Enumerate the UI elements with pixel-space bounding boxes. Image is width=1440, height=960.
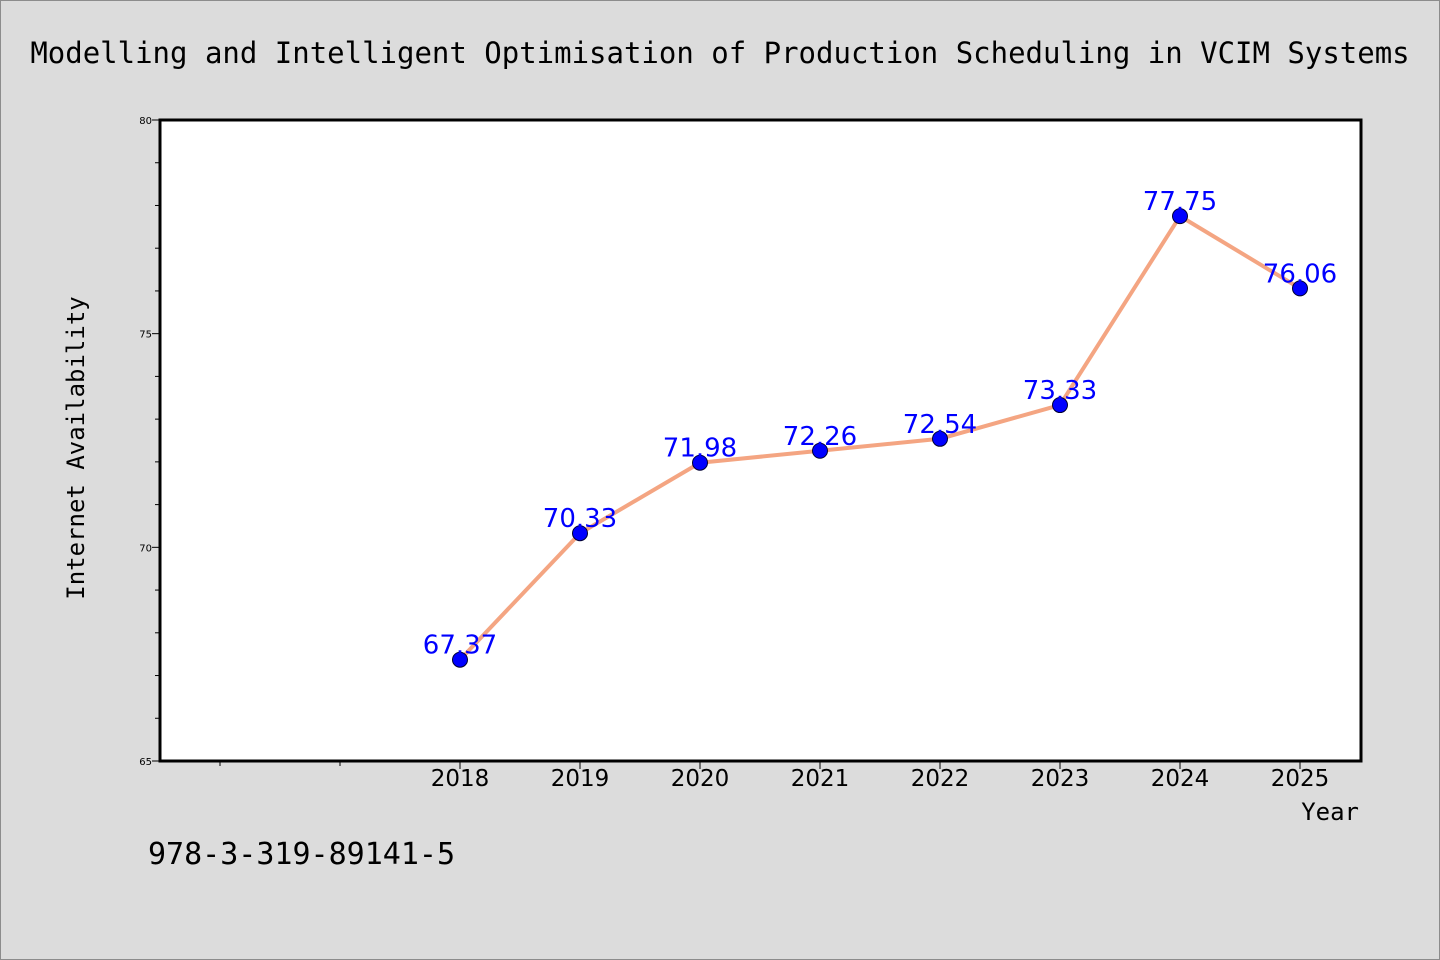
plot-area xyxy=(158,118,1363,763)
data-label: 71.98 xyxy=(663,434,737,464)
data-labels: 67.37 70.33 71.98 72.26 72.54 73.33 77.75 76.06 xyxy=(423,187,1337,661)
x-tick-label: 2020 xyxy=(671,766,730,792)
data-label: 70.33 xyxy=(543,504,617,534)
x-tick-label: 2019 xyxy=(551,766,610,792)
x-axis-ticks: 2018 2019 2020 2021 2022 2023 2024 2025 xyxy=(431,761,1330,792)
x-tick-label: 2021 xyxy=(791,766,850,792)
data-point xyxy=(572,525,588,542)
y-tick-label: 70 xyxy=(139,543,152,554)
data-point xyxy=(1292,280,1308,297)
data-label: 72.54 xyxy=(903,410,977,440)
data-label: 67.37 xyxy=(423,631,497,661)
data-point xyxy=(1172,208,1188,225)
y-tick-label: 80 xyxy=(139,116,152,127)
data-point xyxy=(692,454,708,471)
data-point xyxy=(812,442,828,459)
y-minor-ticks xyxy=(155,162,160,719)
data-label: 77.75 xyxy=(1143,187,1217,217)
y-axis-label: Internet Availability xyxy=(62,296,90,599)
data-label: 73.33 xyxy=(1023,376,1097,406)
x-tick-label: 2022 xyxy=(911,766,970,792)
x-minor-ticks xyxy=(219,761,341,766)
chart-title: Modelling and Intelligent Optimisation o… xyxy=(30,36,1409,70)
x-tick-label: 2018 xyxy=(431,766,490,792)
y-tick-label: 65 xyxy=(139,757,152,768)
data-point xyxy=(1052,397,1068,414)
y-tick-label: 75 xyxy=(139,330,152,341)
isbn-text: 978-3-319-89141-5 xyxy=(148,837,455,872)
x-tick-label: 2025 xyxy=(1271,766,1330,792)
y-axis-ticks: 65 70 75 80 xyxy=(139,116,160,768)
data-point xyxy=(932,430,948,447)
data-label: 76.06 xyxy=(1263,259,1337,289)
series-line xyxy=(458,214,1302,662)
series-markers xyxy=(452,208,1308,668)
x-axis-label: Year xyxy=(1301,798,1359,826)
x-tick-label: 2024 xyxy=(1151,766,1210,792)
data-label: 72.26 xyxy=(783,422,857,452)
x-tick-label: 2023 xyxy=(1031,766,1090,792)
data-point xyxy=(452,651,468,668)
